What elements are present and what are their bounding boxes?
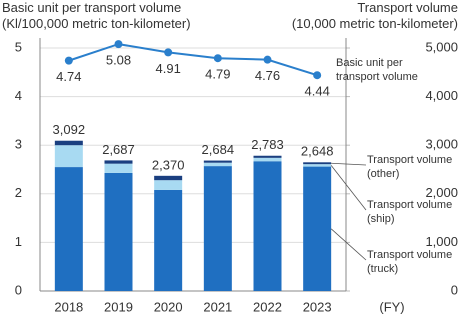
series-label: Transport volume (truck)	[367, 249, 453, 275]
line-point	[213, 54, 222, 63]
y2-axis-unit: (10,000 metric ton-kilometer)	[291, 16, 458, 31]
line-point	[313, 71, 322, 80]
series-label: Transport volume (other)	[367, 154, 453, 180]
y-tick-label: 5	[15, 39, 22, 54]
x-tick-label: 2023	[303, 299, 332, 314]
line-value-label: 4.74	[56, 69, 81, 84]
total-label: 2,783	[251, 137, 284, 152]
y2-tick-label: 0	[451, 282, 458, 297]
total-label: 2,687	[102, 142, 135, 157]
bar-segment	[104, 172, 133, 291]
y-tick-label: 3	[15, 137, 22, 152]
x-tick-label: 2018	[54, 299, 83, 314]
bar-segment	[54, 140, 83, 146]
x-tick-label: 2022	[253, 299, 282, 314]
line-value-label: 4.76	[255, 68, 280, 83]
total-label: 3,092	[53, 122, 86, 137]
bar-segment	[253, 157, 282, 162]
y-tick-label: 0	[15, 282, 22, 297]
line-value-label: 4.79	[205, 67, 230, 82]
total-label: 2,370	[152, 157, 185, 172]
x-tick-label: 2020	[154, 299, 183, 314]
x-axis-label: (FY)	[379, 299, 404, 314]
y-axis-unit: (Kl/100,000 metric ton-kilometer)	[2, 16, 191, 31]
y-tick-label: 1	[15, 234, 22, 249]
bar-segment	[154, 189, 183, 291]
line	[68, 43, 318, 77]
bar-segment	[54, 167, 83, 291]
total-label: 2,648	[301, 144, 334, 159]
line-point	[114, 40, 123, 49]
y2-tick-label: 2,000	[425, 185, 458, 200]
y2-axis-title: Transport volume	[357, 0, 458, 15]
total-label: 2,684	[202, 142, 235, 157]
x-tick-label: 2021	[203, 299, 232, 314]
line-point	[164, 48, 173, 57]
y2-tick-label: 4,000	[425, 88, 458, 103]
line-point	[263, 55, 272, 64]
bar-segment	[203, 162, 232, 167]
connector	[330, 228, 367, 261]
y2-tick-label: 3,000	[425, 137, 458, 152]
series-label: Transport volume (ship)	[367, 199, 453, 225]
x-tick-label: 2019	[104, 299, 133, 314]
line-value-label: 4.44	[305, 84, 330, 99]
series-label: Basic unit per transport volume	[336, 57, 418, 84]
bar-segment	[104, 163, 133, 173]
bar-segment	[54, 145, 83, 168]
bar-segment	[203, 160, 232, 163]
bar-segment	[203, 166, 232, 291]
connector	[330, 165, 367, 211]
connector	[331, 162, 367, 166]
y-tick-label: 4	[15, 88, 22, 103]
bar-segment	[303, 164, 332, 167]
bar-segment	[253, 155, 282, 158]
y-tick-label: 2	[15, 185, 22, 200]
bar-segment	[154, 180, 183, 190]
bar-segment	[303, 162, 332, 165]
y2-tick-label: 1,000	[425, 234, 458, 249]
line-value-label: 5.08	[106, 53, 131, 68]
y-axis-title: Basic unit per transport volume	[2, 0, 182, 15]
y2-tick-label: 5,000	[425, 39, 458, 54]
line-value-label: 4.91	[156, 61, 181, 76]
line-point	[64, 56, 73, 65]
bar-segment	[104, 160, 133, 164]
bar-segment	[154, 175, 183, 181]
bar-segment	[303, 166, 332, 291]
bar-segment	[253, 161, 282, 291]
